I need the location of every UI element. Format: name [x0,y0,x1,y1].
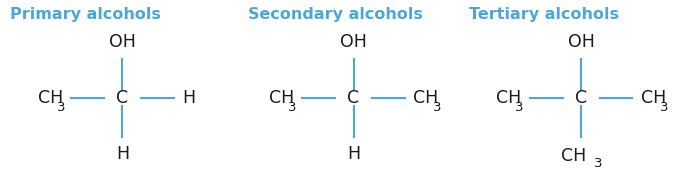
Text: H: H [116,145,129,163]
Text: C: C [347,89,360,107]
Text: CH: CH [561,147,587,165]
Text: 3: 3 [57,101,65,114]
Text: 3: 3 [594,157,603,171]
Text: CH: CH [496,89,522,107]
Text: OH: OH [109,33,136,51]
Text: CH: CH [269,89,294,107]
Text: CH: CH [413,89,438,107]
Text: H: H [182,89,195,107]
Text: H: H [347,145,360,163]
Text: OH: OH [340,33,367,51]
Text: C: C [116,89,129,107]
Text: Primary alcohols: Primary alcohols [10,7,162,22]
Text: Tertiary alcohols: Tertiary alcohols [469,7,619,22]
Text: OH: OH [568,33,594,51]
Text: CH: CH [640,89,666,107]
Text: C: C [575,89,587,107]
Text: 3: 3 [515,101,524,114]
Text: Secondary alcohols: Secondary alcohols [248,7,424,22]
Text: 3: 3 [288,101,296,114]
Text: 3: 3 [433,101,441,114]
Text: CH: CH [38,89,63,107]
Text: 3: 3 [660,101,668,114]
